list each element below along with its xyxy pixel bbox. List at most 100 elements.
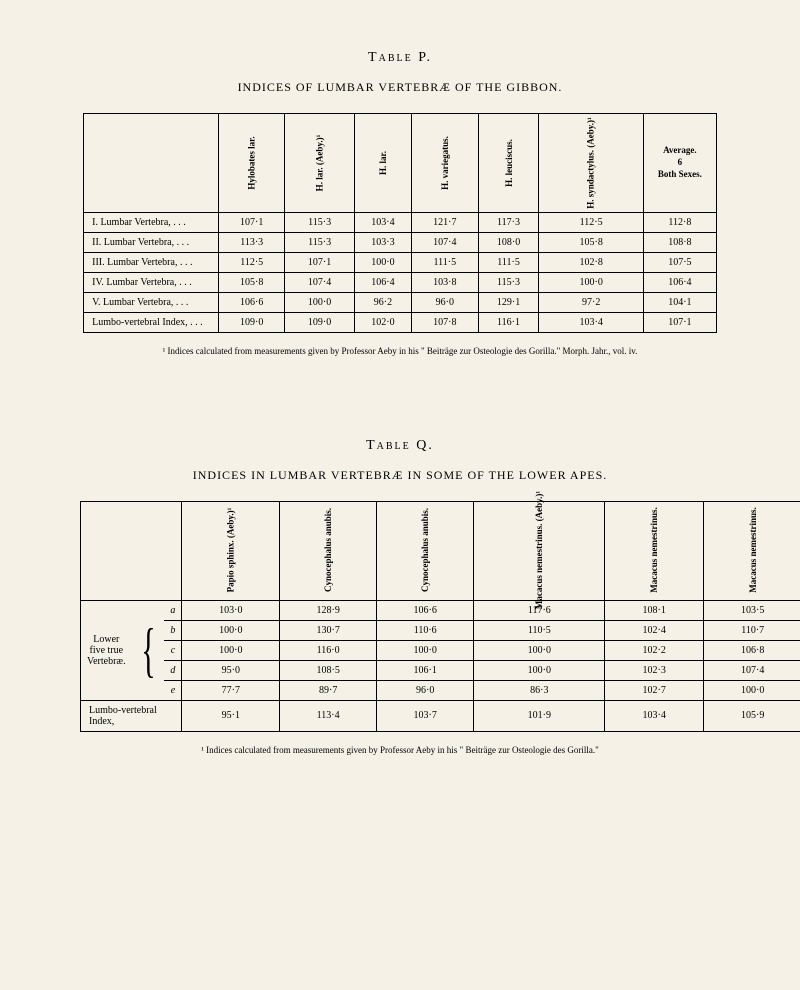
sub-row-label: e [164,680,182,700]
cell-value: 103·8 [411,273,478,293]
cell-value: 112·8 [643,213,716,233]
cell-value: 102·0 [354,313,411,333]
cell-value: 96·0 [411,293,478,313]
cell-value: 109·0 [219,313,285,333]
cell-value: 101·9 [474,700,605,731]
table-q: Papio sphinx. (Aeby.)¹ Cynocephalus anub… [80,501,800,732]
sub-row-label: c [164,640,182,660]
cell-value: 77·7 [182,680,280,700]
cell-value: 107·4 [285,273,355,293]
cell-value: 105·9 [703,700,800,731]
table-row: d95·0108·5106·1100·0102·3107·4108·3115·3… [81,660,800,680]
cell-value: 115·3 [285,213,355,233]
table-p-corner [84,114,219,213]
cell-value: 110·5 [474,620,605,640]
cell-value: 100·0 [474,640,605,660]
cell-value: 102·7 [605,680,704,700]
cell-value: 116·1 [478,313,539,333]
cell-value: 130·7 [280,620,377,640]
cell-value: 106·6 [377,600,474,620]
table-p: Hylobates lar. H. lar. (Aeby.)¹ H. lar. … [83,113,717,333]
table-row: II. Lumbar Vertebra, . . .113·3115·3103·… [84,233,717,253]
cell-value: 100·0 [474,660,605,680]
cell-value: 100·0 [182,640,280,660]
table-p-col-3: H. lar. [354,114,411,213]
cell-value: 100·0 [285,293,355,313]
cell-value: 100·0 [539,273,643,293]
cell-value: 103·0 [182,600,280,620]
cell-value: 112·5 [539,213,643,233]
cell-value: 106·6 [219,293,285,313]
cell-value: 97·2 [539,293,643,313]
row-label: III. Lumbar Vertebra, . . . [84,253,219,273]
table-q-col-5: Macacus nemestrinus. [605,501,704,600]
table-row: I. Lumbar Vertebra, . . .107·1115·3103·4… [84,213,717,233]
cell-value: 110·6 [377,620,474,640]
cell-value: 102·3 [605,660,704,680]
table-p-col-6: H. syndactylus. (Aeby.)¹ [539,114,643,213]
table-q-subtitle: INDICES IN LUMBAR VERTEBRÆ IN SOME OF TH… [80,468,720,483]
cell-value: 108·8 [643,233,716,253]
brace-icon: { [132,600,165,700]
cell-value: 117·3 [478,213,539,233]
cell-value: 108·1 [605,600,704,620]
sub-row-label: d [164,660,182,680]
cell-value: 113·4 [280,700,377,731]
table-row: Lower five true Vertebræ.{a103·0128·9106… [81,600,800,620]
table-p-col-4: H. variegatus. [411,114,478,213]
cell-value: 105·8 [219,273,285,293]
table-q-footnote: ¹ Indices calculated from measurements g… [110,744,690,757]
cell-value: 100·0 [377,640,474,660]
cell-value: 96·0 [377,680,474,700]
cell-value: 102·8 [539,253,643,273]
table-q-col-4: Macacus nemestrinus. (Aeby.)¹ [474,501,605,600]
row-label: Lumbo-vertebral Index, [81,700,182,731]
table-p-col-5: H. leuciscus. [478,114,539,213]
table-q-col-3: Cynocephalus anubis. [377,501,474,600]
table-p-col-2: H. lar. (Aeby.)¹ [285,114,355,213]
row-label: Lumbo-vertebral Index, . . . [84,313,219,333]
table-row: b100·0130·7110·6110·5102·4110·7103·8115·… [81,620,800,640]
cell-value: 104·1 [643,293,716,313]
table-p-heading: Table P. [80,50,720,66]
lead-label: Lower five true Vertebræ. [81,600,132,700]
cell-value: 107·8 [411,313,478,333]
cell-value: 106·8 [703,640,800,660]
cell-value: 105·8 [539,233,643,253]
table-row: c100·0116·0100·0100·0102·2106·8103·8115·… [81,640,800,660]
cell-value: 111·5 [411,253,478,273]
table-row: III. Lumbar Vertebra, . . .112·5107·1100… [84,253,717,273]
cell-value: 113·3 [219,233,285,253]
cell-value: 129·1 [478,293,539,313]
cell-value: 115·3 [285,233,355,253]
cell-value: 103·7 [377,700,474,731]
cell-value: 116·0 [280,640,377,660]
cell-value: 86·3 [474,680,605,700]
cell-value: 95·1 [182,700,280,731]
table-row: IV. Lumbar Vertebra, . . .105·8107·4106·… [84,273,717,293]
cell-value: 103·4 [354,213,411,233]
table-p-subtitle: INDICES OF LUMBAR VERTEBRÆ OF THE GIBBON… [80,80,720,95]
cell-value: 95·0 [182,660,280,680]
cell-value: 106·4 [643,273,716,293]
cell-value: 112·5 [219,253,285,273]
table-q-corner [81,501,182,600]
cell-value: 115·3 [478,273,539,293]
cell-value: 100·0 [182,620,280,640]
sub-row-label: b [164,620,182,640]
cell-value: 121·7 [411,213,478,233]
table-q-col-2: Cynocephalus anubis. [280,501,377,600]
cell-value: 106·4 [354,273,411,293]
table-q-col-6: Macacus nemestrinus. [703,501,800,600]
row-label: I. Lumbar Vertebra, . . . [84,213,219,233]
row-label: IV. Lumbar Vertebra, . . . [84,273,219,293]
row-label: II. Lumbar Vertebra, . . . [84,233,219,253]
cell-value: 107·4 [411,233,478,253]
cell-value: 103·5 [703,600,800,620]
table-p-col-1: Hylobates lar. [219,114,285,213]
table-p-col-avg: Average. 6 Both Sexes. [643,114,716,213]
row-label: V. Lumbar Vertebra, . . . [84,293,219,313]
cell-value: 100·0 [703,680,800,700]
cell-value: 107·1 [285,253,355,273]
cell-value: 109·0 [285,313,355,333]
